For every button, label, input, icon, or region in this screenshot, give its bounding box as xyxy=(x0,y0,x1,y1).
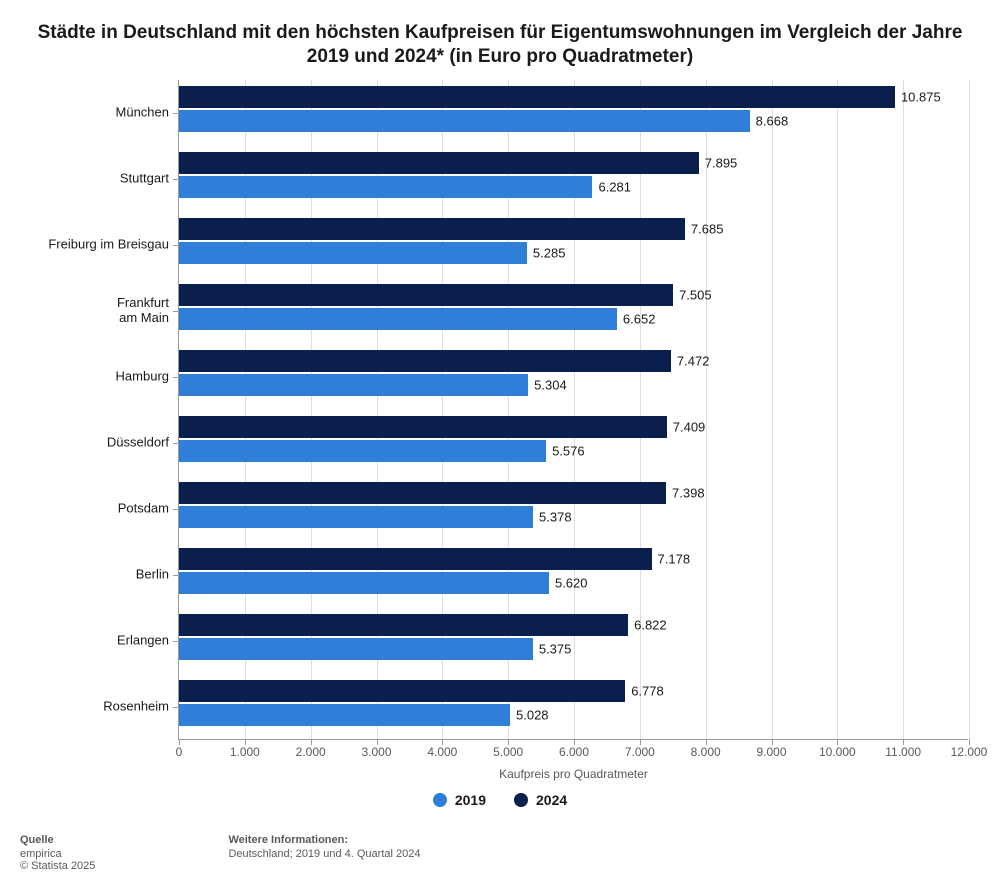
category-label: Potsdam xyxy=(9,502,179,517)
bar-2019: 6.281 xyxy=(179,176,592,198)
bar-value-label: 7.505 xyxy=(673,288,712,303)
x-tick-label: 10.000 xyxy=(819,739,856,759)
bar-value-label: 7.409 xyxy=(667,420,706,435)
footer-source-line: empirica xyxy=(20,848,95,860)
category-label: Rosenheim xyxy=(9,700,179,715)
bar-2024: 10.875 xyxy=(179,86,895,108)
chart-plot-area: 01.0002.0003.0004.0005.0006.0007.0008.00… xyxy=(178,80,968,740)
legend-dot-icon xyxy=(514,793,528,807)
bar-value-label: 10.875 xyxy=(895,90,941,105)
bar-2019: 5.576 xyxy=(179,440,546,462)
category-row: Düsseldorf7.4095.576 xyxy=(179,410,968,476)
bar-value-label: 6.652 xyxy=(617,312,656,327)
category-row: Frankfurt am Main7.5056.652 xyxy=(179,278,968,344)
x-tick-label: 9.000 xyxy=(756,739,786,759)
category-label: Erlangen xyxy=(9,634,179,649)
bar-2024: 7.409 xyxy=(179,416,667,438)
x-tick-label: 3.000 xyxy=(361,739,391,759)
legend-label: 2019 xyxy=(455,792,486,808)
x-tick-label: 6.000 xyxy=(559,739,589,759)
category-label: Berlin xyxy=(9,568,179,583)
bar-value-label: 7.398 xyxy=(666,486,705,501)
footer-source-heading: Quelle xyxy=(20,834,95,846)
x-tick-label: 4.000 xyxy=(427,739,457,759)
x-axis-label: Kaufpreis pro Quadratmeter xyxy=(499,767,648,781)
category-label: Düsseldorf xyxy=(9,436,179,451)
bar-value-label: 5.028 xyxy=(510,708,549,723)
category-row: München10.8758.668 xyxy=(179,80,968,146)
footer-source-line: © Statista 2025 xyxy=(20,860,95,872)
bar-value-label: 8.668 xyxy=(750,114,789,129)
footer-info-heading: Weitere Informationen: xyxy=(228,834,420,846)
bar-2019: 5.378 xyxy=(179,506,533,528)
x-tick-label: 2.000 xyxy=(296,739,326,759)
bar-value-label: 5.375 xyxy=(533,642,572,657)
legend-dot-icon xyxy=(433,793,447,807)
x-tick-label: 1.000 xyxy=(230,739,260,759)
chart-footer: Quelle empirica © Statista 2025 Weitere … xyxy=(20,834,550,872)
category-label: Frankfurt am Main xyxy=(9,296,179,326)
bar-value-label: 5.378 xyxy=(533,510,572,525)
x-tick-label: 0 xyxy=(176,739,183,759)
bar-value-label: 6.822 xyxy=(628,618,667,633)
bar-value-label: 7.685 xyxy=(685,222,724,237)
footer-source: Quelle empirica © Statista 2025 xyxy=(20,834,95,872)
bar-2019: 5.285 xyxy=(179,242,527,264)
bar-value-label: 5.620 xyxy=(549,576,588,591)
bar-2024: 7.472 xyxy=(179,350,671,372)
category-label: Hamburg xyxy=(9,370,179,385)
bar-value-label: 5.285 xyxy=(527,246,566,261)
bar-2019: 5.304 xyxy=(179,374,528,396)
bar-value-label: 7.472 xyxy=(671,354,710,369)
category-label: Stuttgart xyxy=(9,172,179,187)
bar-2024: 7.895 xyxy=(179,152,699,174)
category-label: Freiburg im Breisgau xyxy=(9,238,179,253)
bar-2024: 7.685 xyxy=(179,218,685,240)
bar-value-label: 5.304 xyxy=(528,378,567,393)
bar-2019: 6.652 xyxy=(179,308,617,330)
footer-info-line: Deutschland; 2019 und 4. Quartal 2024 xyxy=(228,848,420,860)
x-tick-label: 5.000 xyxy=(493,739,523,759)
bar-2019: 5.375 xyxy=(179,638,533,660)
bar-2024: 7.178 xyxy=(179,548,652,570)
bar-2024: 7.505 xyxy=(179,284,673,306)
bar-value-label: 5.576 xyxy=(546,444,585,459)
category-row: Stuttgart7.8956.281 xyxy=(179,146,968,212)
category-row: Berlin7.1785.620 xyxy=(179,542,968,608)
gridline xyxy=(969,80,970,739)
category-row: Erlangen6.8225.375 xyxy=(179,608,968,674)
bar-2019: 8.668 xyxy=(179,110,750,132)
chart-legend: 2019 2024 xyxy=(0,792,1000,810)
legend-item-2024: 2024 xyxy=(514,792,567,808)
footer-info: Weitere Informationen: Deutschland; 2019… xyxy=(228,834,420,860)
legend-item-2019: 2019 xyxy=(433,792,486,808)
category-row: Hamburg7.4725.304 xyxy=(179,344,968,410)
x-tick-label: 8.000 xyxy=(691,739,721,759)
category-row: Rosenheim6.7785.028 xyxy=(179,674,968,740)
bar-value-label: 6.281 xyxy=(592,180,631,195)
bar-2019: 5.028 xyxy=(179,704,510,726)
bar-2024: 6.822 xyxy=(179,614,628,636)
bar-2019: 5.620 xyxy=(179,572,549,594)
category-row: Freiburg im Breisgau7.6855.285 xyxy=(179,212,968,278)
bar-value-label: 7.178 xyxy=(652,552,691,567)
category-row: Potsdam7.3985.378 xyxy=(179,476,968,542)
x-tick-label: 11.000 xyxy=(885,739,921,759)
x-tick-label: 7.000 xyxy=(625,739,655,759)
legend-label: 2024 xyxy=(536,792,567,808)
bar-2024: 6.778 xyxy=(179,680,625,702)
bar-value-label: 7.895 xyxy=(699,156,738,171)
chart-title: Städte in Deutschland mit den höchsten K… xyxy=(0,21,1000,70)
bar-value-label: 6.778 xyxy=(625,684,664,699)
x-tick-label: 12.000 xyxy=(951,739,988,759)
category-label: München xyxy=(9,106,179,121)
bar-2024: 7.398 xyxy=(179,482,666,504)
